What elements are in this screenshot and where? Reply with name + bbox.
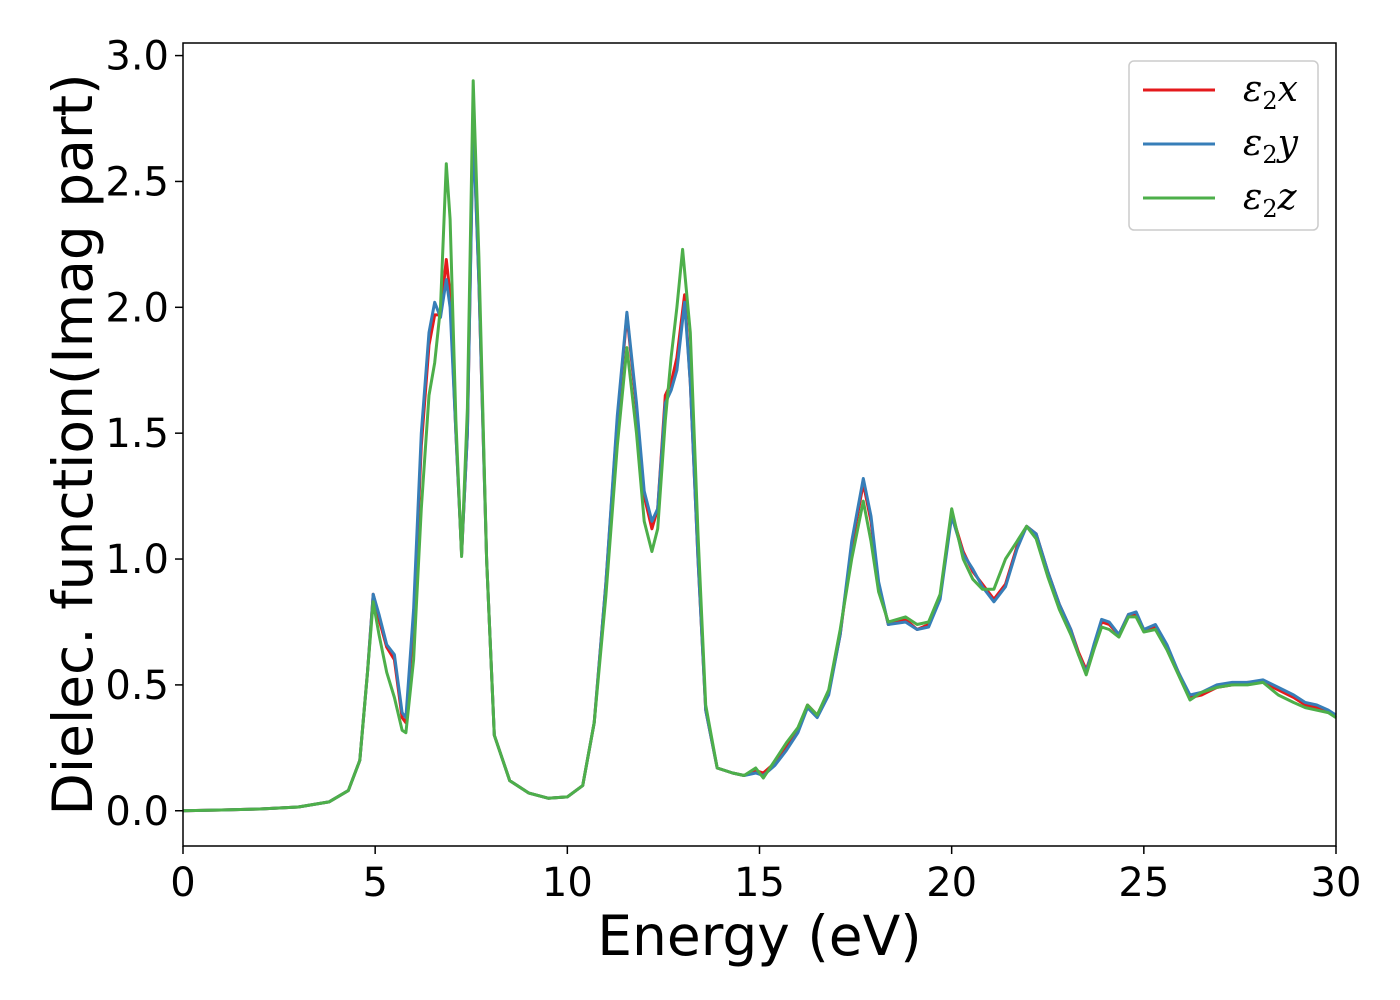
y-tick-label: 0.5 (105, 663, 169, 709)
legend: ε2x ε2y ε2z (1128, 60, 1319, 231)
y-tick-label: 1.0 (105, 537, 169, 583)
x-tick-label: 10 (542, 860, 593, 906)
y-tick-label: 2.5 (105, 159, 169, 205)
y-tick-label: 2.0 (105, 285, 169, 331)
x-tick-label: 0 (170, 860, 195, 906)
x-tick-label: 30 (1311, 860, 1362, 906)
y-axis-label: Dielec. function(Imag part) (41, 73, 105, 815)
x-tick-label: 25 (1118, 860, 1169, 906)
legend-label-z: ε2z (1243, 177, 1298, 223)
series-layer (182, 79, 1337, 813)
y-tick-label: 0.0 (105, 789, 169, 835)
y-tick-label: 1.5 (105, 411, 169, 457)
legend-box (1128, 60, 1319, 231)
x-axis-ticks: 0 5 10 15 20 25 30 (170, 846, 1361, 906)
legend-label-x: ε2x (1243, 69, 1298, 115)
x-tick-label: 15 (734, 860, 785, 906)
series-line-z (182, 79, 1337, 813)
y-axis-ticks: 0.0 0.5 1.0 1.5 2.0 2.5 3.0 (105, 34, 183, 835)
x-tick-label: 20 (926, 860, 977, 906)
x-axis-label: Energy (eV) (597, 904, 921, 968)
legend-label-y: ε2y (1243, 123, 1299, 169)
x-tick-label: 5 (362, 860, 387, 906)
y-tick-label: 3.0 (105, 34, 169, 80)
